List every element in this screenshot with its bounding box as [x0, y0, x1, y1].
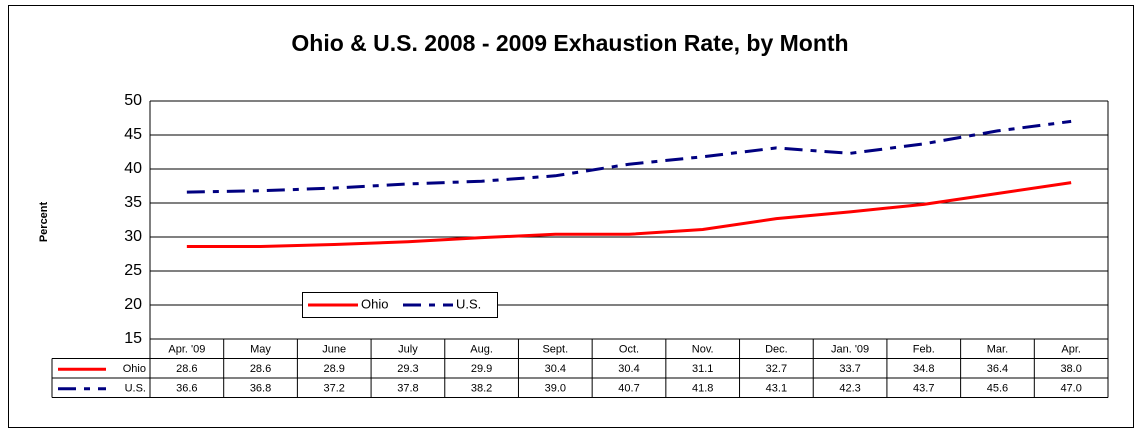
table-value: 37.8	[397, 383, 418, 395]
x-tick-label: May	[250, 344, 271, 356]
y-tick-label: 25	[124, 262, 142, 279]
legend-label: Ohio	[361, 296, 388, 311]
table-value: 32.7	[766, 363, 787, 375]
table-value: 34.8	[913, 363, 934, 375]
legend-label: U.S.	[456, 296, 481, 311]
chart-border	[8, 5, 1134, 428]
x-tick-label: Mar.	[987, 344, 1008, 356]
table-value: 37.2	[324, 383, 345, 395]
x-tick-label: Apr.	[1061, 344, 1081, 356]
table-value: 33.7	[839, 363, 860, 375]
table-value: 45.6	[987, 383, 1008, 395]
x-tick-label: Apr. '09	[168, 344, 205, 356]
table-value: 29.9	[471, 363, 492, 375]
x-tick-label: Feb.	[913, 344, 935, 356]
table-value: 43.1	[766, 383, 787, 395]
y-tick-label: 15	[124, 330, 142, 347]
table-value: 36.6	[176, 383, 197, 395]
y-tick-label: 20	[124, 296, 142, 313]
table-value: 38.2	[471, 383, 492, 395]
table-value: 36.4	[987, 363, 1008, 375]
table-value: 30.4	[618, 363, 639, 375]
x-tick-label: June	[322, 344, 346, 356]
table-value: 36.8	[250, 383, 271, 395]
table-row-label: U.S.	[125, 383, 146, 395]
x-tick-label: Jan. '09	[831, 344, 869, 356]
table-value: 30.4	[545, 363, 566, 375]
table-row-label: Ohio	[123, 363, 146, 375]
y-tick-label: 30	[124, 228, 142, 245]
x-tick-label: Nov.	[692, 344, 714, 356]
y-tick-label: 40	[124, 160, 142, 177]
x-tick-label: Aug.	[470, 344, 493, 356]
table-value: 38.0	[1060, 363, 1081, 375]
table-value: 29.3	[397, 363, 418, 375]
table-value: 28.6	[250, 363, 271, 375]
series-line	[186, 181, 1072, 249]
x-tick-label: Sept.	[542, 344, 568, 356]
table-value: 28.9	[324, 363, 345, 375]
table-value: 47.0	[1060, 383, 1081, 395]
x-tick-label: July	[398, 344, 418, 356]
table-value: 43.7	[913, 383, 934, 395]
table-value: 28.6	[176, 363, 197, 375]
table-value: 41.8	[692, 383, 713, 395]
table-value: 39.0	[545, 383, 566, 395]
x-tick-label: Dec.	[765, 344, 788, 356]
table-value: 40.7	[618, 383, 639, 395]
table-value: 42.3	[839, 383, 860, 395]
table-value: 31.1	[692, 363, 713, 375]
y-tick-label: 35	[124, 194, 142, 211]
y-axis-label: Percent	[38, 201, 50, 242]
y-tick-label: 45	[124, 126, 142, 143]
x-tick-label: Oct.	[619, 344, 639, 356]
y-tick-label: 50	[124, 92, 142, 109]
series-line	[186, 119, 1072, 194]
chart-title: Ohio & U.S. 2008 - 2009 Exhaustion Rate,…	[291, 30, 848, 56]
